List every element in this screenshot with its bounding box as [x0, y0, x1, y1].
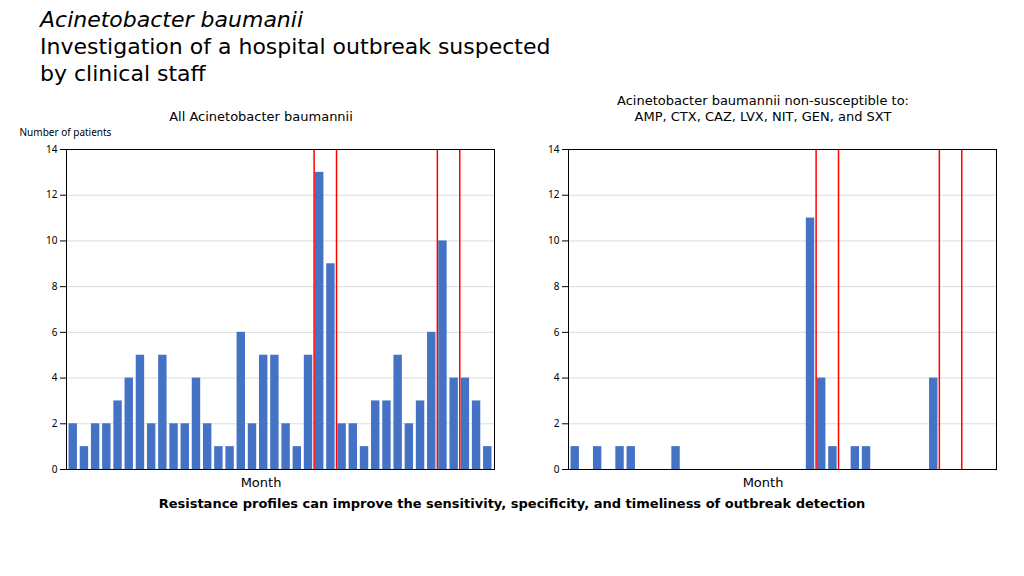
- svg-text:8: 8: [52, 279, 58, 293]
- svg-text:6: 6: [554, 325, 560, 339]
- svg-text:4: 4: [554, 370, 560, 384]
- svg-text:12: 12: [46, 187, 58, 201]
- svg-text:0: 0: [52, 462, 58, 476]
- html-text:Resistance profiles can improv: Resistance profiles can improve the sens…: [158, 496, 866, 511]
- svg-text:6: 6: [52, 325, 58, 339]
- html-text:by clinical staff: by clinical staff: [40, 61, 206, 86]
- svg-text:14: 14: [46, 142, 58, 156]
- html-text:Acinetobacter baumannii non-su: Acinetobacter baumannii non-susceptible …: [617, 93, 909, 124]
- html-text:Investigation of a hospital ou: Investigation of a hospital outbreak sus…: [40, 34, 551, 59]
- svg-text:12: 12: [548, 187, 560, 201]
- svg-text:2: 2: [554, 416, 560, 430]
- svg-text:2: 2: [52, 416, 58, 430]
- svg-text:Number of patients: Number of patients: [20, 125, 112, 139]
- html-text:Month: Month: [240, 475, 282, 490]
- html-text:Acinetobacter baumanii: Acinetobacter baumanii: [40, 7, 303, 32]
- svg-text:4: 4: [52, 370, 58, 384]
- svg-text:0: 0: [554, 462, 560, 476]
- html-text:All Acinetobacter baumannii: All Acinetobacter baumannii: [169, 109, 353, 124]
- svg-text:10: 10: [548, 233, 560, 247]
- svg-text:14: 14: [548, 142, 560, 156]
- svg-text:10: 10: [46, 233, 58, 247]
- html-text:Month: Month: [742, 475, 784, 490]
- svg-text:8: 8: [554, 279, 560, 293]
